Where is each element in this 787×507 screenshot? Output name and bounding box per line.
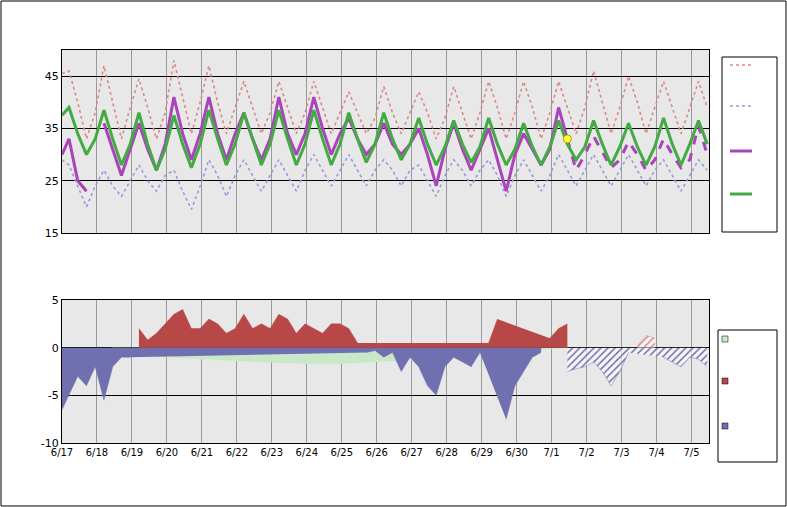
svg-text:-10: -10 — [41, 437, 59, 450]
svg-text:0: 0 — [52, 342, 59, 355]
svg-text:6/18: 6/18 — [86, 447, 108, 458]
svg-text:-5: -5 — [48, 389, 59, 402]
svg-text:25: 25 — [45, 175, 59, 188]
svg-text:6/21: 6/21 — [191, 447, 213, 458]
svg-text:15: 15 — [45, 227, 59, 240]
svg-text:6/20: 6/20 — [156, 447, 178, 458]
svg-text:6/24: 6/24 — [296, 447, 318, 458]
svg-text:6/23: 6/23 — [261, 447, 283, 458]
svg-text:6/30: 6/30 — [505, 447, 527, 458]
svg-text:6/22: 6/22 — [226, 447, 248, 458]
svg-text:6/27: 6/27 — [400, 447, 422, 458]
svg-text:35: 35 — [45, 122, 59, 135]
svg-text:6/26: 6/26 — [366, 447, 388, 458]
svg-text:7/3: 7/3 — [614, 447, 630, 458]
svg-text:5: 5 — [52, 294, 59, 307]
svg-text:7/5: 7/5 — [683, 447, 699, 458]
svg-text:45: 45 — [45, 70, 59, 83]
svg-text:6/29: 6/29 — [470, 447, 492, 458]
svg-text:6/25: 6/25 — [331, 447, 353, 458]
svg-text:6/19: 6/19 — [121, 447, 143, 458]
svg-text:6/28: 6/28 — [435, 447, 457, 458]
svg-text:6/17: 6/17 — [51, 447, 73, 458]
svg-text:7/2: 7/2 — [579, 447, 595, 458]
svg-text:7/1: 7/1 — [544, 447, 560, 458]
svg-text:7/4: 7/4 — [648, 447, 664, 458]
